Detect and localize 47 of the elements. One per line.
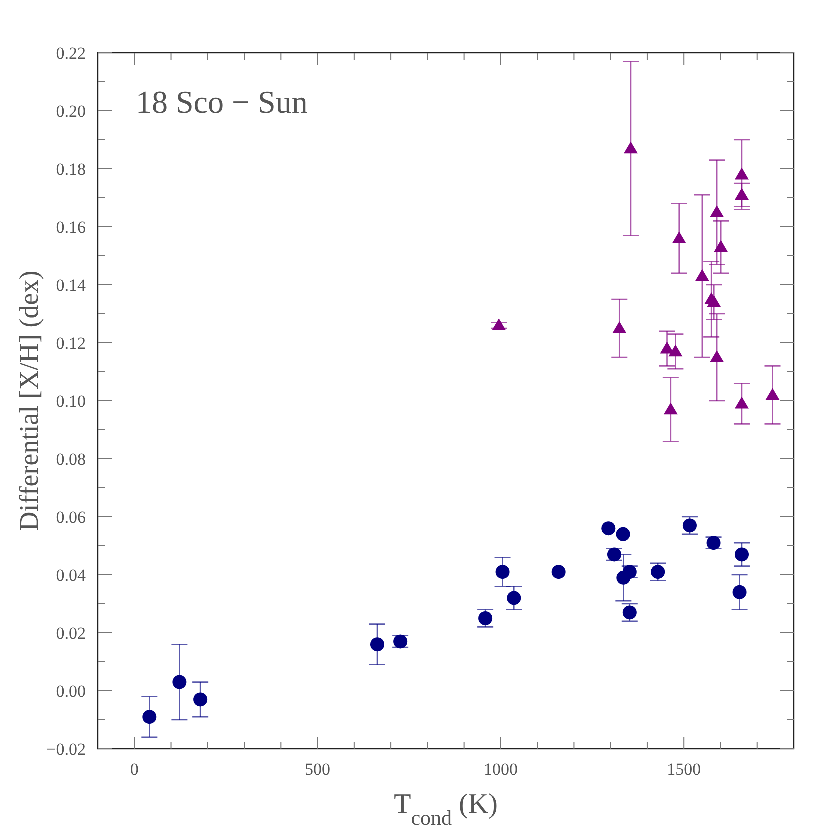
point — [142, 710, 157, 724]
point — [496, 565, 510, 580]
y-axis-title: Differential [X/H] (dex) — [14, 270, 44, 532]
point — [672, 232, 686, 244]
y-tick-label: 0.20 — [56, 102, 86, 121]
point — [552, 565, 566, 580]
point — [660, 342, 674, 354]
x-tick-label: 1500 — [667, 760, 702, 779]
y-tick-label: 0.18 — [56, 160, 86, 179]
y-tick-label: 0.14 — [56, 276, 86, 295]
y-tick-label: 0.00 — [56, 682, 86, 701]
x-axis-title: T$_{cond}$ (K) — [394, 789, 498, 830]
y-tick-label: 0.06 — [56, 508, 86, 527]
point — [507, 591, 522, 606]
point — [602, 522, 616, 536]
y-tick-label: 0.04 — [56, 566, 86, 585]
point — [734, 188, 749, 200]
point — [616, 527, 630, 542]
y-tick-label: 0.08 — [56, 450, 86, 469]
point — [370, 638, 384, 652]
y-tick-label: −0.02 — [46, 740, 86, 759]
point — [612, 322, 627, 334]
point — [172, 675, 187, 690]
point — [624, 142, 638, 154]
y-tick-label: 0.02 — [56, 624, 86, 643]
y-tick-label: 0.10 — [56, 392, 86, 411]
point — [492, 318, 506, 330]
point — [714, 240, 728, 252]
point — [664, 402, 678, 415]
point — [710, 206, 724, 218]
point — [194, 692, 208, 707]
y-tick-label: 0.12 — [56, 334, 86, 353]
y-tick-label: 0.16 — [56, 218, 86, 237]
point — [734, 168, 749, 180]
point — [668, 344, 683, 357]
point — [707, 295, 722, 308]
x-tick-label: 500 — [305, 760, 331, 779]
point — [734, 548, 749, 562]
x-tick-label: 1000 — [484, 760, 518, 779]
point — [710, 350, 724, 362]
point — [695, 269, 710, 282]
point — [732, 585, 747, 600]
point — [734, 396, 749, 409]
y-tick-label: 0.22 — [56, 44, 86, 63]
x-tick-label: 0 — [130, 760, 139, 779]
point — [766, 388, 780, 400]
text: 18 Sco − Sun — [136, 84, 308, 120]
